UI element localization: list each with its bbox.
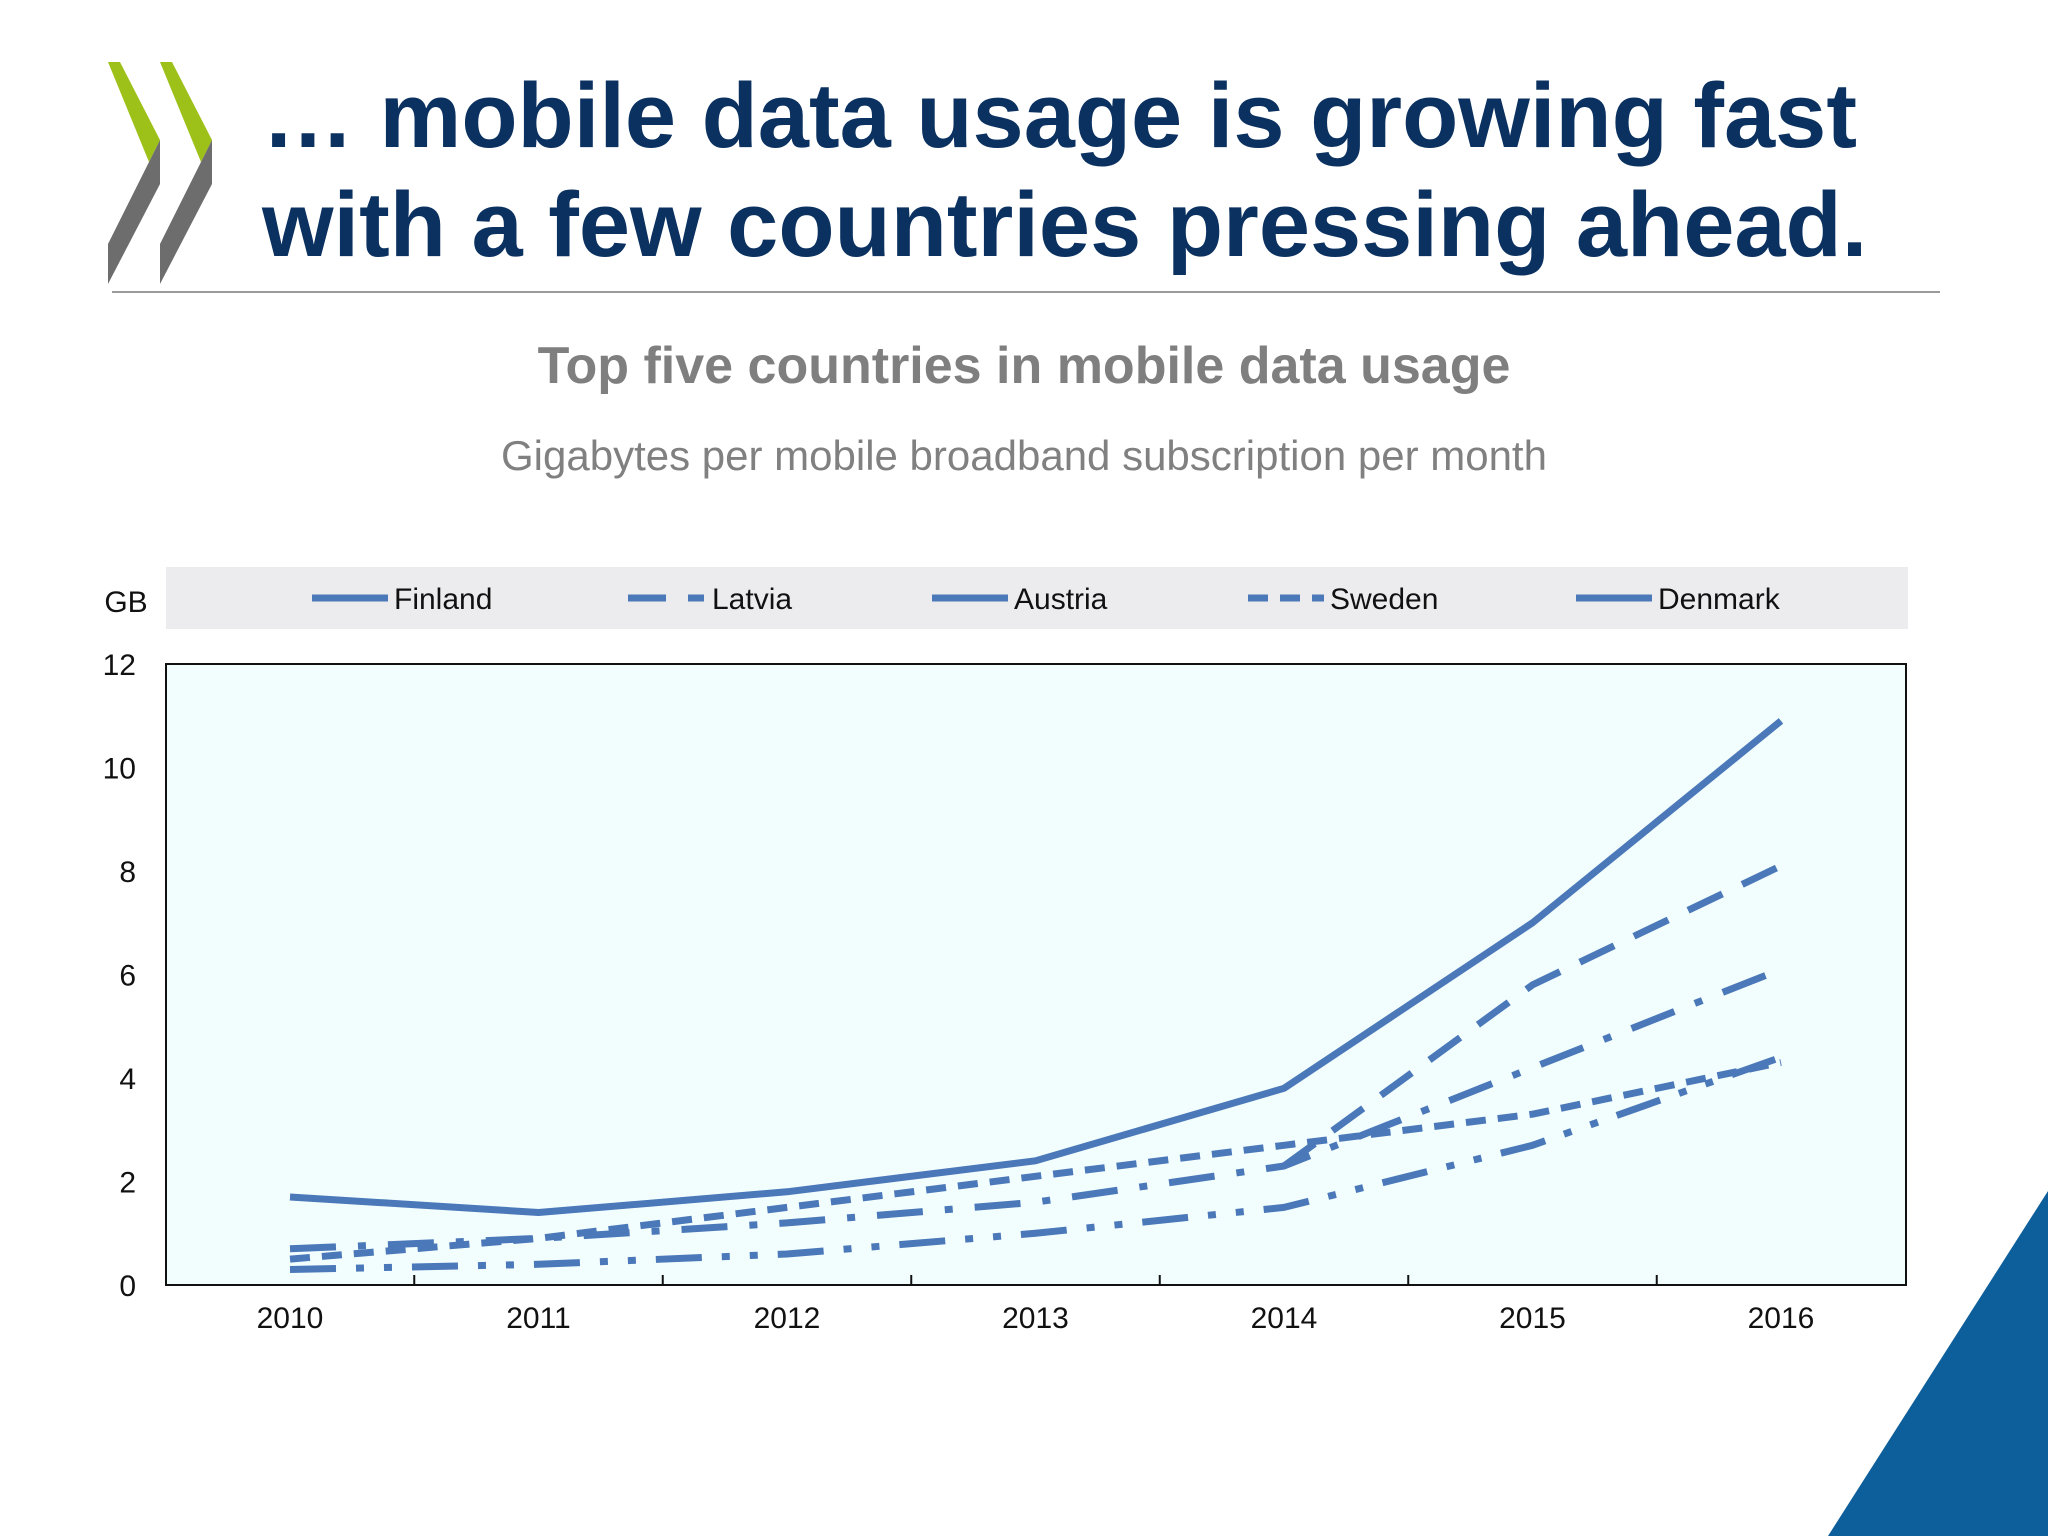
x-tick-label-2014: 2014 [1251, 1302, 1318, 1335]
chart-subtitle: Gigabytes per mobile broadband subscript… [501, 432, 1547, 479]
oecd-chevrons-icon [108, 62, 212, 284]
y-tick-label-8: 8 [119, 856, 136, 889]
series-line-sweden [289, 1059, 1782, 1263]
corner-accent [1828, 1191, 2048, 1536]
x-tick-label-2015: 2015 [1499, 1302, 1566, 1335]
series-line-finland [289, 718, 1784, 1216]
plot-area [165, 663, 1907, 1286]
title-divider [112, 291, 1940, 293]
y-tick-label-4: 4 [119, 1063, 136, 1096]
y-axis-ticks: 0 2 4 6 8 10 12 [103, 649, 136, 1303]
page-title: … mobile data usage is growing fast with… [262, 62, 1962, 280]
chart-title: Top five countries in mobile data usage [537, 337, 1511, 395]
legend-label-latvia: Latvia [712, 583, 792, 616]
series-line-denmark [289, 1054, 1783, 1273]
page-title-line-1: … mobile data usage is growing fast [262, 65, 1857, 167]
legend: Finland Latvia Austria Sweden Denmark [312, 583, 1781, 616]
x-tick-label-2013: 2013 [1002, 1302, 1069, 1335]
page-title-line-2: with a few countries pressing ahead. [262, 174, 1868, 276]
y-tick-label-6: 6 [119, 960, 136, 993]
y-tick-label-2: 2 [119, 1167, 136, 1200]
legend-label-denmark: Denmark [1658, 583, 1781, 616]
x-tick-label-2010: 2010 [257, 1302, 324, 1335]
y-tick-label-12: 12 [103, 649, 136, 682]
legend-label-finland: Finland [394, 583, 492, 616]
series-lines [289, 718, 1784, 1273]
x-tick-label-2016: 2016 [1748, 1302, 1815, 1335]
y-axis-label: GB [104, 586, 147, 619]
y-tick-label-10: 10 [103, 753, 136, 786]
series-line-latvia [1281, 862, 1783, 1169]
x-tick-label-2011: 2011 [506, 1302, 571, 1335]
x-tick-label-2012: 2012 [754, 1302, 821, 1335]
x-axis-ticks: 2010 2011 2012 2013 2014 2015 2016 [257, 1275, 1815, 1335]
legend-label-sweden: Sweden [1330, 583, 1438, 616]
y-tick-label-0: 0 [119, 1270, 136, 1303]
legend-label-austria: Austria [1014, 583, 1108, 616]
